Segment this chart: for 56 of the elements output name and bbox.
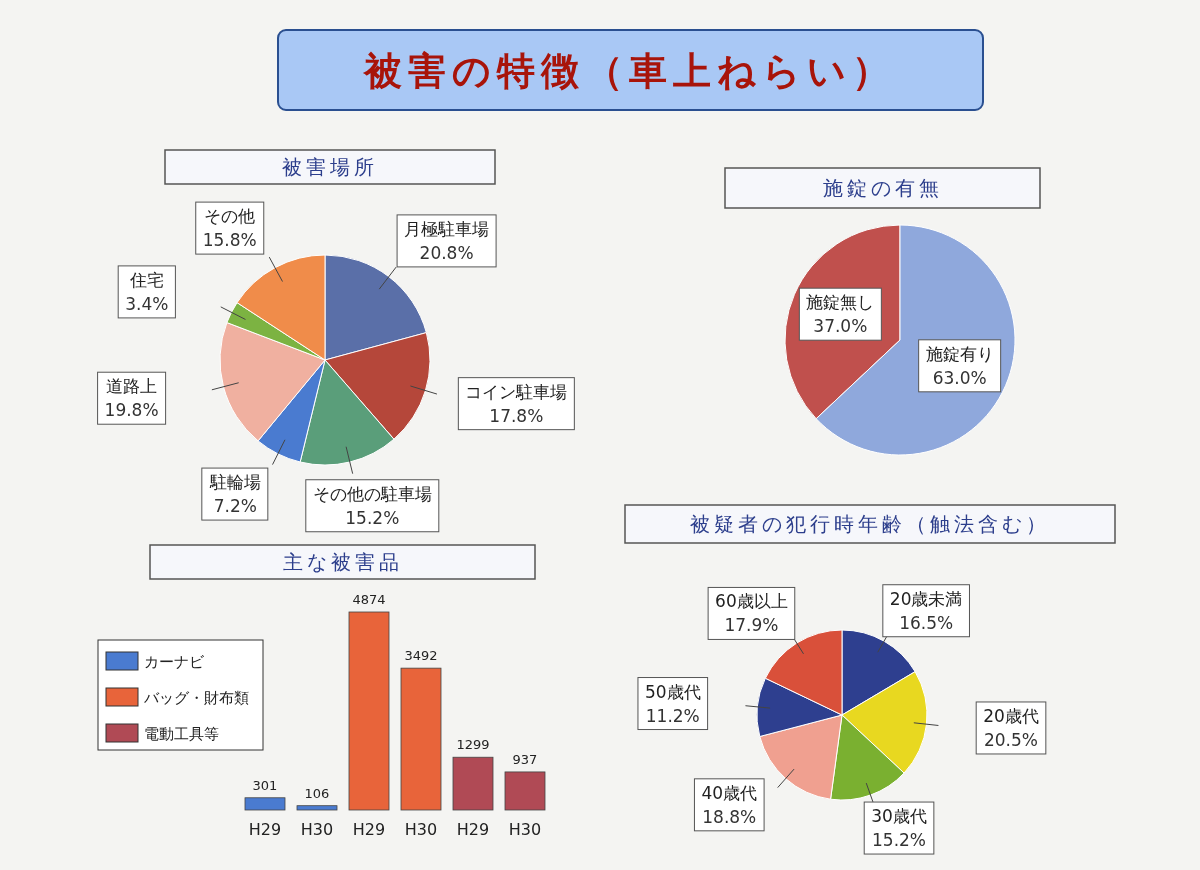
legend-label: 電動工具等 <box>144 725 219 743</box>
data-label: 20.5% <box>984 729 1039 750</box>
slice-label: 20歳未満 <box>889 588 963 609</box>
legend-label: バッグ・財布類 <box>143 689 249 707</box>
slice-label: 道路上 <box>106 376 158 397</box>
data-label: 16.5% <box>899 612 954 633</box>
chart-title: 主な被害品 <box>282 550 403 574</box>
bar <box>400 667 442 811</box>
data-label: 937 <box>512 751 538 767</box>
chart-title: 被害の特徴（車上ねらい） <box>362 49 896 93</box>
x-tick-label: H29 <box>456 820 490 839</box>
x-tick-label: H29 <box>248 820 282 839</box>
data-label: 19.8% <box>104 400 159 421</box>
data-label: 4874 <box>352 592 386 607</box>
data-label: 106 <box>304 785 330 801</box>
slice-label: 駐輪場 <box>208 472 261 493</box>
data-label: 11.2% <box>645 705 700 726</box>
slice-label: 20歳代 <box>983 705 1039 726</box>
data-label: 20.8% <box>419 242 474 263</box>
data-label: 37.0% <box>813 316 868 337</box>
chart-title: 施錠の有無 <box>822 176 943 200</box>
data-label: 18.8% <box>702 806 757 827</box>
data-label: 7.2% <box>213 496 257 517</box>
slice-label: 50歳代 <box>644 681 701 702</box>
slice-label: 住宅 <box>128 269 164 290</box>
data-label: 17.9% <box>724 615 779 636</box>
x-tick-label: H30 <box>508 820 542 839</box>
x-tick-label: H30 <box>300 820 334 839</box>
data-label: 301 <box>252 777 278 793</box>
slice-label: 30歳代 <box>871 806 927 827</box>
legend-label: カーナビ <box>144 653 205 671</box>
bar <box>504 771 546 811</box>
bar <box>452 756 494 811</box>
bar <box>348 611 390 811</box>
slice-label: 月極駐車場 <box>404 218 490 239</box>
data-label: 15.2% <box>345 507 400 528</box>
data-label: 1299 <box>456 737 490 753</box>
slice-label: 60歳以上 <box>715 591 788 612</box>
x-tick-label: H29 <box>352 820 386 839</box>
data-label: 3492 <box>404 648 438 664</box>
data-label: 15.8% <box>202 230 257 251</box>
chart-title: 被疑者の犯行時年齢（触法含む） <box>690 512 1050 536</box>
chart-subtitle: 被害場所 <box>282 155 378 179</box>
slice-label: 施錠無し <box>806 292 875 313</box>
bar <box>244 797 286 811</box>
slice-label: 施錠有り <box>925 343 994 364</box>
slice-label: その他 <box>204 206 256 227</box>
slice-label: 40歳代 <box>701 782 758 803</box>
data-label: 17.8% <box>489 405 544 426</box>
bar <box>296 805 338 811</box>
data-label: 63.0% <box>932 367 987 388</box>
x-tick-label: H30 <box>404 820 438 839</box>
data-label: 3.4% <box>125 293 169 314</box>
slice-label: その他の駐車場 <box>312 483 432 504</box>
slice-label: コイン駐車場 <box>465 381 568 402</box>
data-label: 15.2% <box>872 830 927 851</box>
